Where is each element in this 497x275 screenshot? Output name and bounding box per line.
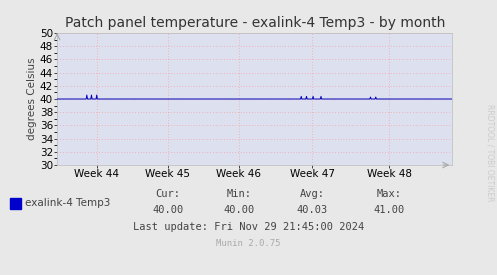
Text: exalink-4 Temp3: exalink-4 Temp3 — [25, 199, 110, 208]
Title: Patch panel temperature - exalink-4 Temp3 - by month: Patch panel temperature - exalink-4 Temp… — [65, 16, 445, 31]
Text: Min:: Min: — [227, 189, 251, 199]
Text: 40.00: 40.00 — [152, 205, 183, 215]
Text: 40.00: 40.00 — [223, 205, 254, 215]
Text: Munin 2.0.75: Munin 2.0.75 — [216, 239, 281, 248]
Text: Cur:: Cur: — [155, 189, 180, 199]
Text: Max:: Max: — [377, 189, 402, 199]
Text: Avg:: Avg: — [300, 189, 325, 199]
Text: 41.00: 41.00 — [373, 205, 405, 215]
Y-axis label: degrees Celsius: degrees Celsius — [27, 58, 37, 140]
Text: 40.03: 40.03 — [296, 205, 328, 215]
Text: RRDTOOL / TOBI OETIKER: RRDTOOL / TOBI OETIKER — [485, 104, 494, 202]
Text: Last update: Fri Nov 29 21:45:00 2024: Last update: Fri Nov 29 21:45:00 2024 — [133, 222, 364, 232]
